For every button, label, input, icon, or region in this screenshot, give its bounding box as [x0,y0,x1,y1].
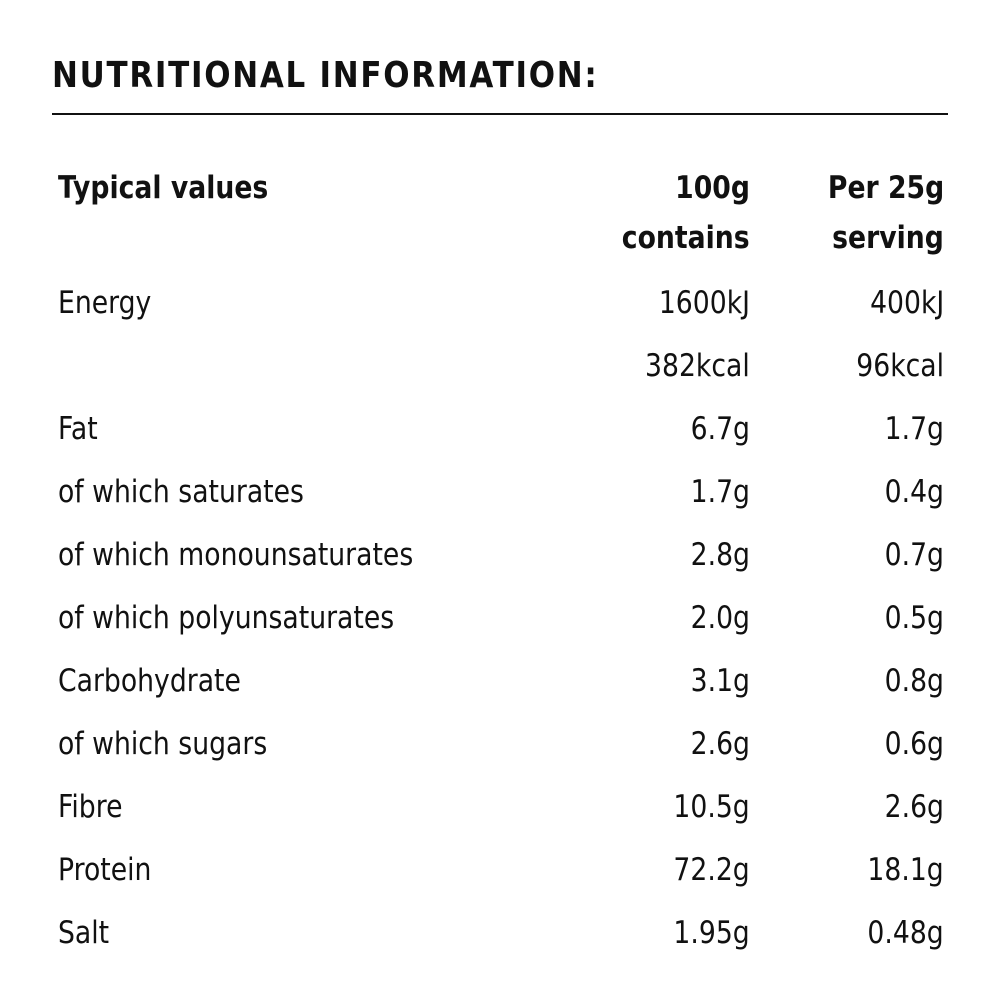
nutrient-name: Fibre [58,789,123,825]
value-per-serving: 0.6g [884,726,944,762]
nutrient-name: of which saturates [58,474,304,510]
nutrition-row-salt: Salt 1.95g 0.48g [58,913,944,953]
value-per-serving: 0.8g [884,663,944,699]
nutrition-row-energy: Energy 1600kJ 400kJ [58,283,944,323]
nutrient-name: Carbohydrate [58,663,241,699]
header-per-100g-line2: contains [622,220,750,256]
value-per-100g: 72.2g [673,852,750,888]
nutrition-row-polyunsaturates: of which polyunsaturates 2.0g 0.5g [58,598,944,638]
value-per-serving: 2.6g [884,789,944,825]
value-per-100g: 1.7g [690,474,750,510]
value-per-100g: 6.7g [690,411,750,447]
value-per-serving: 18.1g [867,852,944,888]
value-per-100g: 2.0g [690,600,750,636]
value-per-serving: 1.7g [884,411,944,447]
nutrition-title: NUTRITIONAL INFORMATION: [52,55,599,96]
header-per-serving-line1: Per 25g [827,170,944,206]
nutrition-row-monounsaturates: of which monounsaturates 2.8g 0.7g [58,535,944,575]
nutrition-row-energy-kcal: 382kcal 96kcal [58,346,944,386]
value-per-serving: 400kJ [869,285,944,321]
value-per-serving: 0.4g [884,474,944,510]
nutrition-row-saturates: of which saturates 1.7g 0.4g [58,472,944,512]
nutrient-name: Energy [58,285,152,321]
table-header-row-1: Typical values 100g Per 25g [58,168,944,208]
nutrition-row-fibre: Fibre 10.5g 2.6g [58,787,944,827]
value-per-serving: 96kcal [856,348,944,384]
value-per-100g: 382kcal [645,348,750,384]
nutrient-name: of which sugars [58,726,268,762]
nutrient-name: Fat [58,411,98,447]
header-typical-values: Typical values [58,170,269,206]
value-per-100g: 2.8g [690,537,750,573]
nutrition-row-carbohydrate: Carbohydrate 3.1g 0.8g [58,661,944,701]
nutrient-name: Protein [58,852,152,888]
nutrient-name: Salt [58,915,110,951]
value-per-100g: 10.5g [673,789,750,825]
nutrient-name: of which monounsaturates [58,537,414,573]
value-per-100g: 1.95g [673,915,750,951]
value-per-100g: 1600kJ [658,285,750,321]
value-per-serving: 0.5g [884,600,944,636]
nutrition-row-sugars: of which sugars 2.6g 0.6g [58,724,944,764]
nutrient-name: of which polyunsaturates [58,600,395,636]
header-per-100g-line1: 100g [675,170,750,206]
nutrition-row-fat: Fat 6.7g 1.7g [58,409,944,449]
nutrition-row-protein: Protein 72.2g 18.1g [58,850,944,890]
value-per-100g: 3.1g [690,663,750,699]
value-per-100g: 2.6g [690,726,750,762]
value-per-serving: 0.48g [867,915,944,951]
header-per-serving-line2: serving [832,220,944,256]
title-divider [52,113,948,115]
table-header-row-2: contains serving [58,218,944,258]
value-per-serving: 0.7g [884,537,944,573]
